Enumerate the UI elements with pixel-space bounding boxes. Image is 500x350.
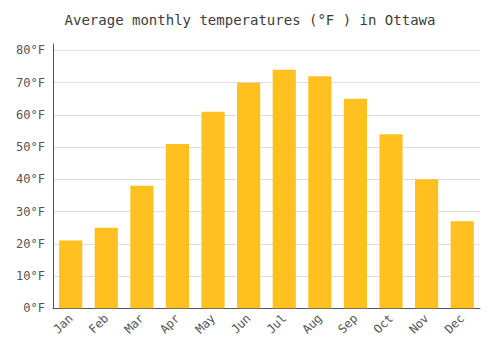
svg-text:60°F: 60°F — [16, 108, 45, 122]
svg-text:Nov: Nov — [406, 311, 431, 336]
svg-text:May: May — [193, 311, 218, 336]
svg-text:10°F: 10°F — [16, 269, 45, 283]
svg-text:80°F: 80°F — [16, 43, 45, 57]
svg-text:Sep: Sep — [335, 311, 360, 336]
svg-text:Jul: Jul — [264, 311, 289, 336]
svg-text:Mar: Mar — [122, 311, 147, 336]
svg-text:Aug: Aug — [300, 311, 325, 336]
svg-text:Apr: Apr — [157, 311, 182, 336]
svg-text:70°F: 70°F — [16, 76, 45, 90]
svg-text:Jun: Jun — [228, 311, 253, 336]
svg-text:20°F: 20°F — [16, 237, 45, 251]
svg-text:Oct: Oct — [371, 311, 396, 336]
svg-text:Dec: Dec — [442, 311, 467, 336]
svg-text:Average monthly temperatures (: Average monthly temperatures (°F ) in Ot… — [65, 12, 436, 28]
svg-text:30°F: 30°F — [16, 205, 45, 219]
svg-text:Jan: Jan — [50, 311, 75, 336]
svg-text:50°F: 50°F — [16, 140, 45, 154]
svg-text:40°F: 40°F — [16, 172, 45, 186]
svg-text:0°F: 0°F — [23, 301, 45, 315]
svg-text:Feb: Feb — [86, 311, 111, 336]
